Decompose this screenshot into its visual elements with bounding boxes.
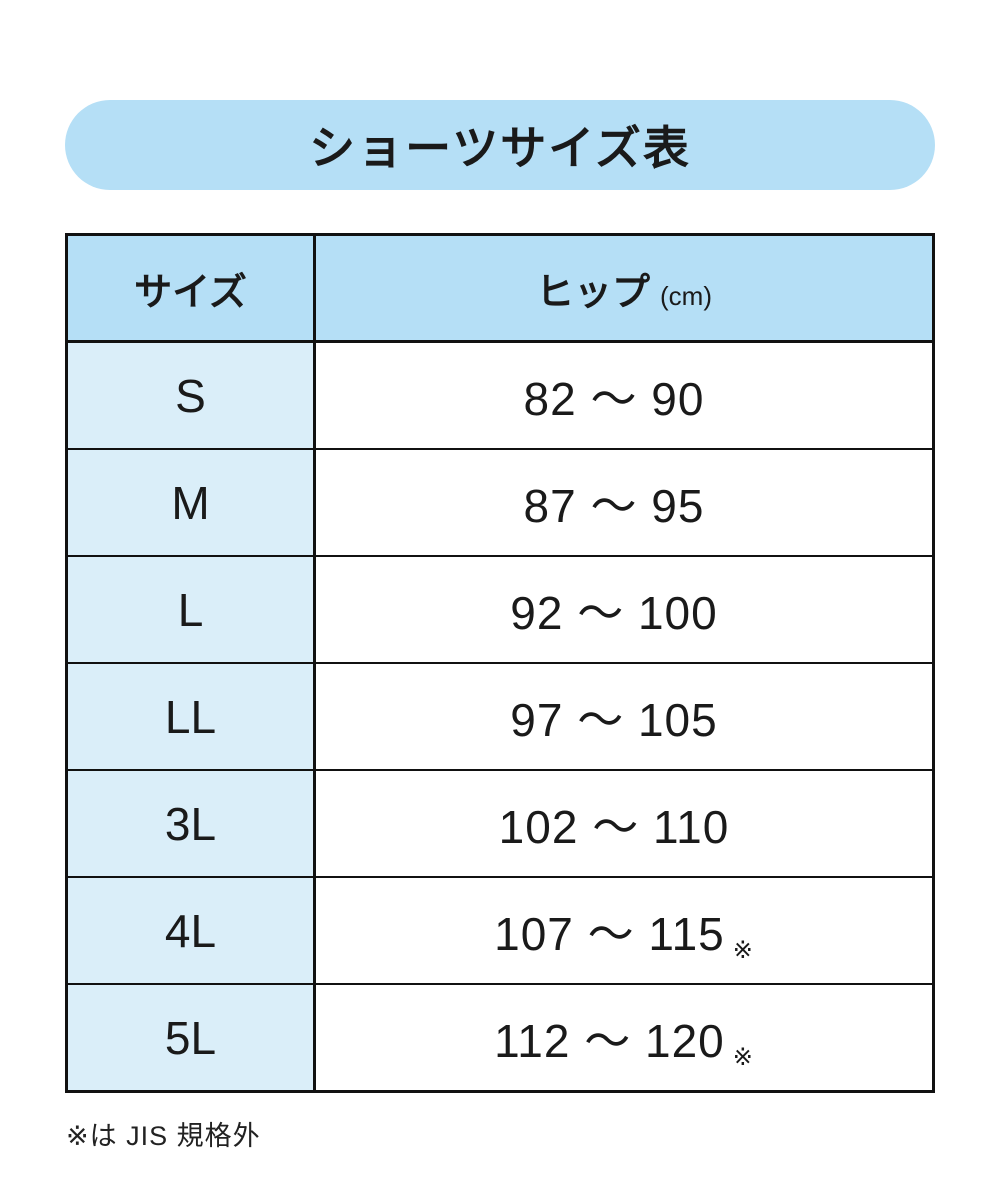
- table-row: L 92 〜 100: [66, 555, 934, 663]
- hip-value: 112 〜 120: [494, 1014, 725, 1067]
- size-cell: 3L: [66, 769, 315, 877]
- table-row: S 82 〜 90: [66, 341, 934, 449]
- hip-value: 97 〜 105: [510, 693, 718, 746]
- title-pill: ショーツサイズ表: [65, 100, 935, 190]
- hip-cell: 112 〜 120 ※: [313, 983, 934, 1092]
- size-table: サイズ ヒップ (cm) S 82 〜 90 M 87 〜 95 L: [65, 233, 935, 1093]
- hip-cell: 87 〜 95: [313, 448, 934, 556]
- size-cell: 5L: [66, 983, 315, 1092]
- hip-cell: 82 〜 90: [313, 341, 934, 449]
- size-cell: S: [66, 341, 315, 449]
- table-row: 5L 112 〜 120 ※: [66, 983, 934, 1092]
- hip-value: 87 〜 95: [523, 479, 705, 532]
- hip-cell: 92 〜 100: [313, 555, 934, 663]
- table-header-row: サイズ ヒップ (cm): [66, 234, 934, 343]
- table-row: 3L 102 〜 110: [66, 769, 934, 877]
- size-cell: M: [66, 448, 315, 556]
- table-row: 4L 107 〜 115 ※: [66, 876, 934, 984]
- table-row: LL 97 〜 105: [66, 662, 934, 770]
- page-title: ショーツサイズ表: [309, 122, 691, 174]
- hip-value: 92 〜 100: [510, 586, 718, 639]
- header-hip: ヒップ (cm): [313, 234, 934, 343]
- header-size: サイズ: [66, 234, 315, 343]
- hip-value: 82 〜 90: [523, 372, 705, 425]
- hip-value: 102 〜 110: [498, 800, 730, 853]
- hip-cell: 97 〜 105: [313, 662, 934, 770]
- size-cell: LL: [66, 662, 315, 770]
- jis-note-mark: ※: [732, 936, 754, 964]
- header-hip-unit: (cm): [660, 280, 712, 311]
- size-cell: L: [66, 555, 315, 663]
- table-row: M 87 〜 95: [66, 448, 934, 556]
- jis-footnote: ※は JIS 規格外: [66, 1121, 261, 1151]
- hip-cell: 102 〜 110: [313, 769, 934, 877]
- size-cell: 4L: [66, 876, 315, 984]
- hip-value: 107 〜 115: [494, 907, 725, 960]
- hip-cell: 107 〜 115 ※: [313, 876, 934, 984]
- header-hip-label: ヒップ: [536, 271, 651, 314]
- jis-note-mark: ※: [732, 1043, 754, 1071]
